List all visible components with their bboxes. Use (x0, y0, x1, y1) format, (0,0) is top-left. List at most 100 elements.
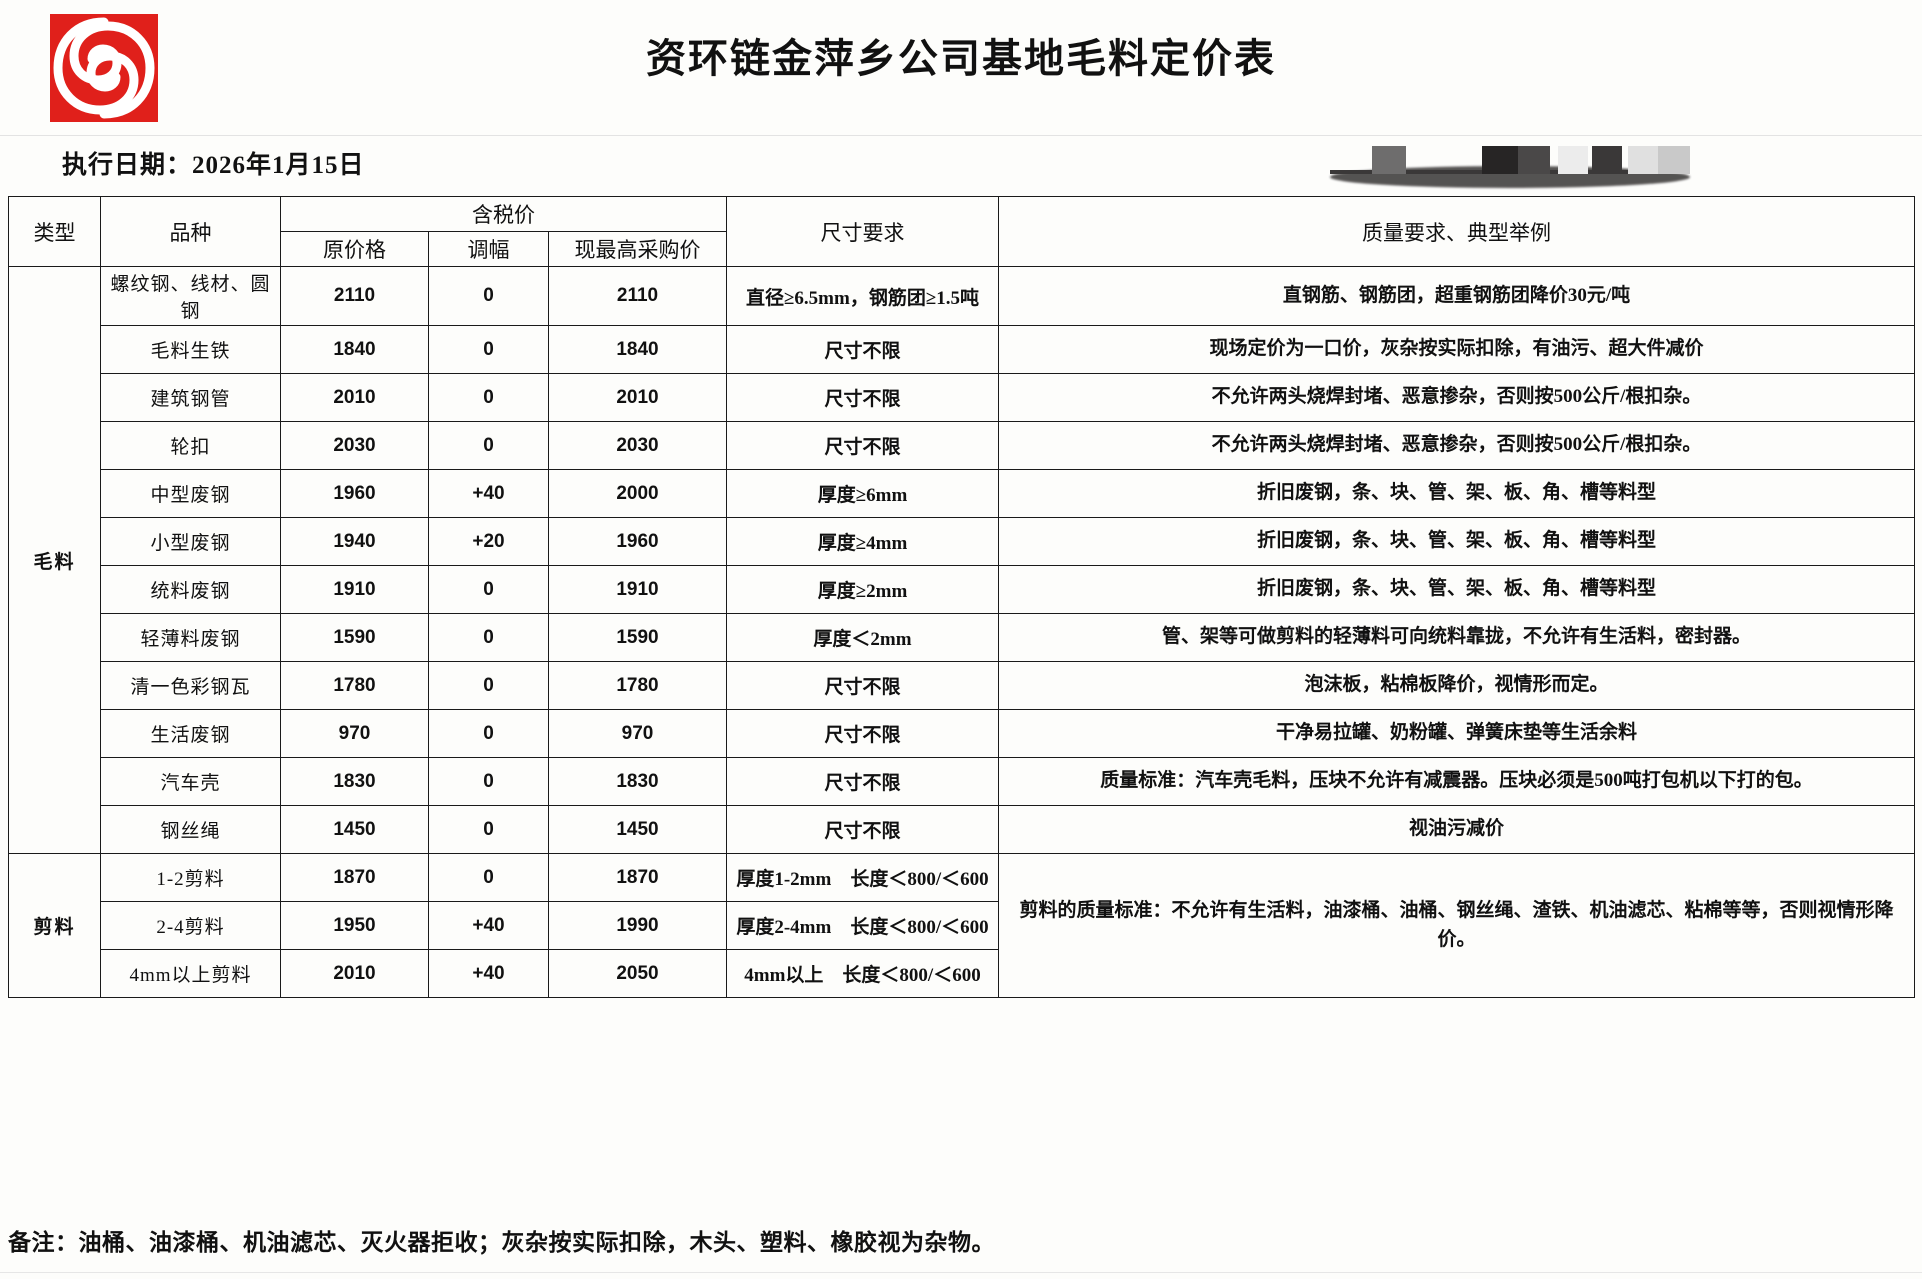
cell-adjustment: +40 (428, 469, 549, 518)
cell-max-price: 970 (548, 709, 727, 758)
cell-adjustment: 0 (428, 661, 549, 710)
cell-variety: 毛料生铁 (100, 325, 281, 374)
cell-max-price: 2010 (548, 373, 727, 422)
cell-variety: 统料废钢 (100, 565, 281, 614)
cell-variety: 4mm以上剪料 (100, 949, 281, 998)
cell-adjustment: 0 (428, 325, 549, 374)
execution-date: 执行日期：2026年1月15日 (0, 136, 1922, 196)
cell-size-req: 4mm以上 长度＜800/＜600 (726, 949, 999, 998)
table-head: 类型 品种 含税价 尺寸要求 质量要求、典型举例 原价格 调幅 现最高采购价 (8, 196, 1915, 267)
cell-quality-req: 折旧废钢，条、块、管、架、板、角、槽等料型 (998, 517, 1915, 566)
cell-size-req: 厚度1-2mm 长度＜800/＜600 (726, 853, 999, 902)
cell-quality-req: 泡沫板，粘棉板降价，视情形而定。 (998, 661, 1915, 710)
col-header-variety: 品种 (100, 196, 281, 267)
cell-size-req: 尺寸不限 (726, 661, 999, 710)
cell-quality-req: 现场定价为一口价，灰杂按实际扣除，有油污、超大件减价 (998, 325, 1915, 374)
cell-variety: 清一色彩钢瓦 (100, 661, 281, 710)
header-row-sub: 原价格 调幅 现最高采购价 (9, 231, 1915, 267)
cell-quality-req: 管、架等可做剪料的轻薄料可向统料靠拢，不允许有生活料，密封器。 (998, 613, 1915, 662)
cell-quality-req: 直钢筋、钢筋团，超重钢筋团降价30元/吨 (998, 266, 1915, 326)
table-row: 轻薄料废钢 1590 0 1590 厚度＜2mm 管、架等可做剪料的轻薄料可向统… (9, 613, 1915, 662)
cell-quality-req: 折旧废钢，条、块、管、架、板、角、槽等料型 (998, 469, 1915, 518)
cell-orig-price: 1840 (280, 325, 429, 374)
cell-max-price: 1870 (548, 853, 727, 902)
cell-orig-price: 2030 (280, 421, 429, 470)
pricing-table: 类型 品种 含税价 尺寸要求 质量要求、典型举例 原价格 调幅 现最高采购价 毛… (8, 196, 1915, 998)
cell-orig-price: 970 (280, 709, 429, 758)
cell-orig-price: 1780 (280, 661, 429, 710)
cell-adjustment: +40 (428, 949, 549, 998)
col-header-orig-price: 原价格 (280, 231, 429, 267)
company-spiral-logo (50, 14, 158, 122)
cell-variety: 小型废钢 (100, 517, 281, 566)
cell-orig-price: 1940 (280, 517, 429, 566)
cell-max-price: 2030 (548, 421, 727, 470)
cell-orig-price: 1450 (280, 805, 429, 854)
col-header-type: 类型 (8, 196, 101, 267)
cell-adjustment: 0 (428, 757, 549, 806)
document-header: 资环链金萍乡公司基地毛料定价表 (0, 0, 1922, 136)
cell-quality-req-merged: 剪料的质量标准：不允许有生活料，油漆桶、油桶、钢丝绳、渣铁、机油滤芯、粘棉等等，… (998, 853, 1915, 998)
cell-max-price: 1960 (548, 517, 727, 566)
cell-size-req: 直径≥6.5mm，钢筋团≥1.5吨 (726, 266, 999, 326)
cell-quality-req: 干净易拉罐、奶粉罐、弹簧床垫等生活余料 (998, 709, 1915, 758)
group-type-maoliao: 毛料 (8, 266, 101, 854)
table-row: 汽车壳 1830 0 1830 尺寸不限 质量标准：汽车壳毛料，压块不允许有减震… (9, 757, 1915, 806)
cell-variety: 1-2剪料 (100, 853, 281, 902)
cell-orig-price: 1830 (280, 757, 429, 806)
cell-quality-req: 不允许两头烧焊封堵、恶意掺杂，否则按500公斤/根扣杂。 (998, 421, 1915, 470)
cell-variety: 汽车壳 (100, 757, 281, 806)
cell-orig-price: 1910 (280, 565, 429, 614)
cell-max-price: 1840 (548, 325, 727, 374)
cell-size-req: 尺寸不限 (726, 373, 999, 422)
cell-variety: 建筑钢管 (100, 373, 281, 422)
col-header-tax-price-group: 含税价 (280, 196, 727, 232)
cell-size-req: 厚度≥2mm (726, 565, 999, 614)
table-row: 清一色彩钢瓦 1780 0 1780 尺寸不限 泡沫板，粘棉板降价，视情形而定。 (9, 661, 1915, 710)
col-header-size-req: 尺寸要求 (726, 196, 999, 267)
cell-quality-req: 质量标准：汽车壳毛料，压块不允许有减震器。压块必须是500吨打包机以下打的包。 (998, 757, 1915, 806)
cell-max-price: 1450 (548, 805, 727, 854)
cell-max-price: 1990 (548, 901, 727, 950)
cell-orig-price: 1590 (280, 613, 429, 662)
cell-max-price: 2110 (548, 266, 727, 326)
cell-variety: 生活废钢 (100, 709, 281, 758)
cell-variety: 钢丝绳 (100, 805, 281, 854)
cell-variety: 中型废钢 (100, 469, 281, 518)
cell-size-req: 尺寸不限 (726, 421, 999, 470)
cell-max-price: 1830 (548, 757, 727, 806)
table-row: 轮扣 2030 0 2030 尺寸不限 不允许两头烧焊封堵、恶意掺杂，否则按50… (9, 421, 1915, 470)
table-row: 小型废钢 1940 +20 1960 厚度≥4mm 折旧废钢，条、块、管、架、板… (9, 517, 1915, 566)
table-row: 剪料 1-2剪料 1870 0 1870 厚度1-2mm 长度＜800/＜600… (8, 853, 1915, 998)
cell-max-price: 2050 (548, 949, 727, 998)
cell-quality-req: 折旧废钢，条、块、管、架、板、角、槽等料型 (998, 565, 1915, 614)
cell-size-req: 尺寸不限 (726, 325, 999, 374)
page-title: 资环链金萍乡公司基地毛料定价表 (646, 36, 1276, 81)
cell-max-price: 2000 (548, 469, 727, 518)
table-row: 统料废钢 1910 0 1910 厚度≥2mm 折旧废钢，条、块、管、架、板、角… (9, 565, 1915, 614)
cell-variety: 轮扣 (100, 421, 281, 470)
bottom-divider (0, 1272, 1922, 1273)
cell-max-price: 1780 (548, 661, 727, 710)
cell-size-req: 尺寸不限 (726, 805, 999, 854)
cell-orig-price: 2010 (280, 949, 429, 998)
cell-adjustment: 0 (428, 853, 549, 902)
cell-adjustment: +20 (428, 517, 549, 566)
cell-size-req: 尺寸不限 (726, 757, 999, 806)
cell-size-req: 厚度2-4mm 长度＜800/＜600 (726, 901, 999, 950)
cell-variety: 螺纹钢、线材、圆钢 (100, 266, 281, 326)
table-row: 4mm以上剪料 2010 +40 2050 4mm以上 长度＜800/＜600 (9, 949, 1915, 998)
col-header-quality-req: 质量要求、典型举例 (998, 196, 1915, 267)
col-header-current-max-price: 现最高采购价 (548, 231, 727, 267)
cell-adjustment: +40 (428, 901, 549, 950)
cell-adjustment: 0 (428, 613, 549, 662)
footer-note: 备注：油桶、油漆桶、机油滤芯、灭火器拒收；灰杂按实际扣除，木头、塑料、橡胶视为杂… (8, 1230, 995, 1255)
table-row: 中型废钢 1960 +40 2000 厚度≥6mm 折旧废钢，条、块、管、架、板… (9, 469, 1915, 518)
table-body: 毛料 螺纹钢、线材、圆钢 2110 0 2110 直径≥6.5mm，钢筋团≥1.… (8, 266, 1915, 998)
cell-orig-price: 1960 (280, 469, 429, 518)
cell-orig-price: 1950 (280, 901, 429, 950)
table-row: 钢丝绳 1450 0 1450 尺寸不限 视油污减价 (9, 805, 1915, 854)
table-row: 2-4剪料 1950 +40 1990 厚度2-4mm 长度＜800/＜600 (9, 901, 1915, 950)
cell-size-req: 尺寸不限 (726, 709, 999, 758)
